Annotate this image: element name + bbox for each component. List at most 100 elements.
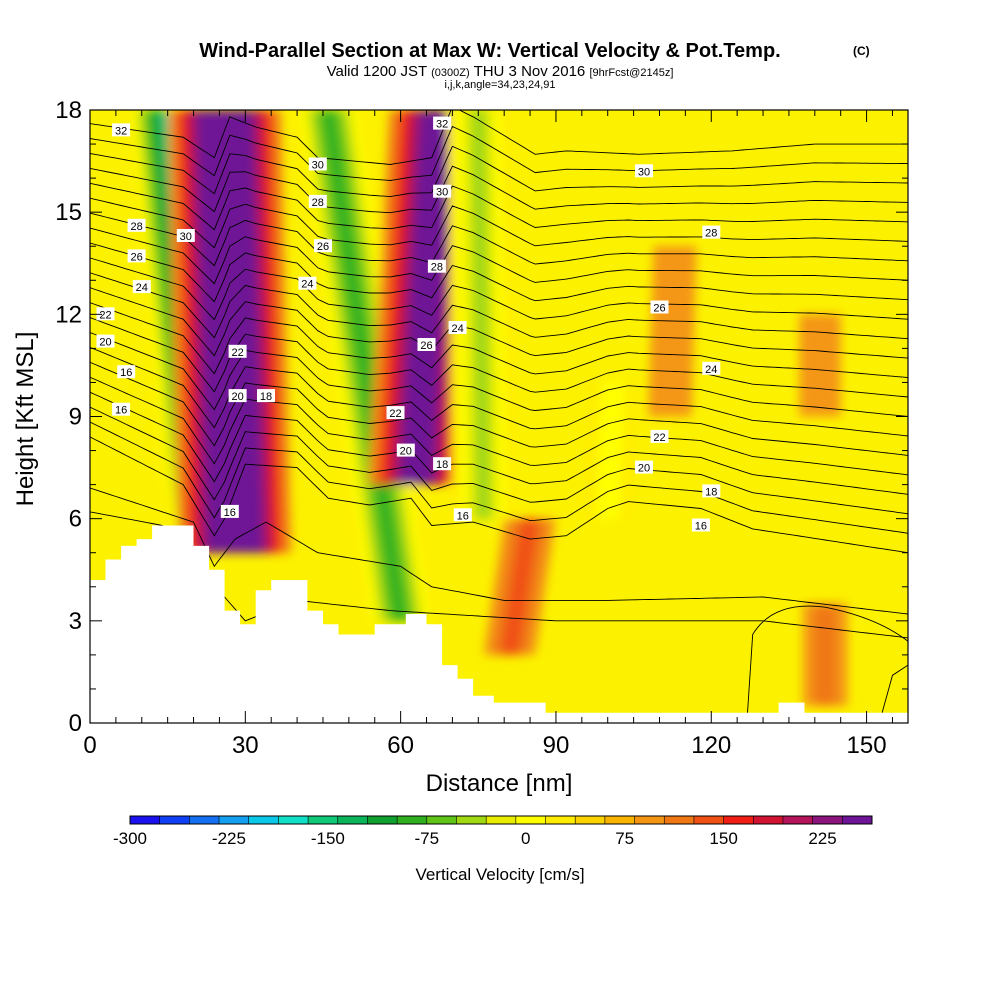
contour-label-box [228,344,247,358]
y-tick-label: 12 [55,301,82,328]
colorbar-frame [129,815,873,825]
contour-label: 16 [691,518,710,533]
contour-label-box [308,157,327,171]
colorbar-swatch [545,816,576,824]
velocity-band-updraft-9 [813,603,837,706]
contour-label: 24 [132,280,151,294]
vertical-velocity-field [126,110,848,706]
colorbar-tick-label: 0 [521,829,530,848]
isentrope-line [90,125,908,181]
colorbar-swatch [189,816,220,824]
colorbar-tick-label: 150 [709,829,737,848]
isentrope-line [90,391,908,495]
isentrope-line [90,242,908,303]
contour-label-box [127,249,146,263]
contour-label-box [220,504,239,518]
contour-label-box [635,460,653,474]
colorbar-tick-label: -300 [113,829,147,848]
contour-label: 16 [117,365,136,379]
contour-label: 26 [417,338,436,352]
contour-label-text: 28 [431,262,443,274]
contour-label: 24 [448,321,467,335]
contour-label-box [314,239,332,253]
contour-label-text: 18 [260,391,272,403]
potential-temperature-contours [90,110,908,713]
contour-label-box [117,365,136,379]
contour-label: 20 [635,460,653,475]
forecast-label: [9hrFcst@2145z] [589,67,673,79]
x-tick-label: 90 [543,732,570,759]
isentrope-line [90,165,908,214]
contour-label-text: 22 [231,347,243,359]
velocity-band-downdraft-5 [595,382,625,519]
contour-label-box [112,402,131,416]
contour-label-box [176,229,195,242]
isentrope-line [90,110,908,165]
isentrope-line [747,605,908,713]
isentrope-line [90,406,908,515]
contour-label-text: 24 [451,323,463,335]
contour-label-box [702,484,721,498]
contour-label-text: 24 [705,364,717,376]
contour-label: 30 [308,157,327,172]
contour-label-text: 20 [400,446,412,458]
isentrope-line [90,145,908,198]
plot-area: 32 28 26 24 22 20 16 16 30 22 20 18 16 30 28 26 24 22 20 18… [90,110,908,723]
colorbar-swatch [812,816,843,824]
x-tick-label: 150 [847,732,887,759]
contour-label-text: 24 [301,279,313,291]
colorbar-swatch [308,816,339,824]
contour-label: 16 [220,504,239,519]
contour-label-text: 22 [99,309,111,321]
contour-label: 28 [702,225,721,240]
contour-label-box [112,123,131,137]
isentrope-line [90,212,908,267]
chart-title: Wind-Parallel Section at Max W: Vertical… [199,40,780,62]
isentrope-line [90,421,908,534]
velocity-band-updraft-6 [500,518,539,655]
contour-label-text: 16 [457,510,469,522]
isentrope-line [90,317,908,398]
contour-label: 22 [228,344,247,359]
isentrope-line [90,182,908,231]
contour-label-box [635,164,653,178]
contour-label: 18 [257,389,275,403]
section-params: i,j,k,angle=34,23,24,91 [444,79,555,91]
valid-time-line: Valid 1200 JST (0300Z) THU 3 Nov 2016 [9… [327,63,674,80]
colorbar-tick-label: -150 [311,829,345,848]
contour-label-text: 24 [136,282,148,294]
valid-date: THU 3 Nov 2016 [474,63,586,80]
contour-label-text: 30 [638,166,650,178]
colorbar-swatch [219,816,250,824]
contour-label-text: 28 [130,221,142,233]
contour-label-text: 32 [115,125,127,137]
x-tick-label: 0 [83,732,96,759]
colorbar-swatch [367,816,398,824]
contour-label-text: 30 [180,231,192,243]
contour-label: 16 [112,402,131,417]
contour-label: 22 [386,406,405,420]
colorbar-swatch [397,816,428,824]
contour-label-text: 20 [231,391,243,403]
contour-label-text: 16 [224,507,236,519]
colorbar-swatch [782,816,814,824]
isentrope-line [90,376,908,476]
contour-label-box [650,429,669,443]
contour-label: 32 [112,123,131,137]
contour-label-text: 28 [312,197,324,209]
velocity-band-downdraft-4 [470,110,492,519]
contour-label-text: 20 [99,337,111,349]
colorbar-swatch [842,816,873,824]
contour-label-text: 30 [312,160,324,172]
colorbar-tick-label: -225 [212,829,246,848]
terrain-mask [90,525,908,723]
contour-label: 28 [308,194,327,209]
contour-label-text: 26 [317,241,329,253]
contour-label-text: 20 [638,463,650,475]
y-tick-label: 0 [69,710,82,737]
contour-label: 30 [176,229,195,243]
colorbar-label: Vertical Velocity [cm/s] [415,865,584,884]
contour-label-box [298,276,317,290]
contour-label-text: 18 [436,459,448,471]
